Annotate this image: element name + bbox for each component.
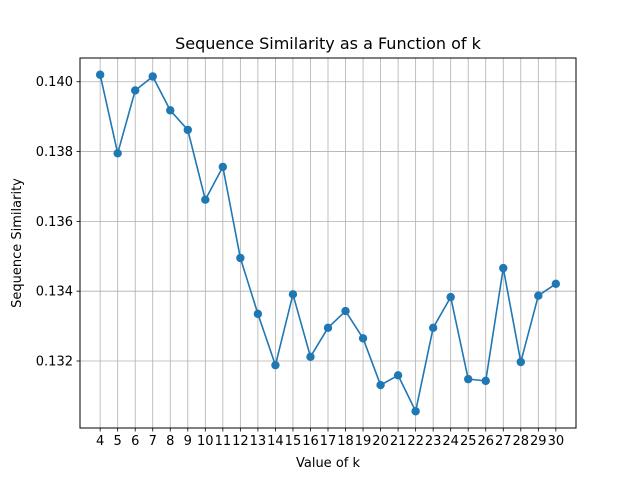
- data-point: [323, 323, 333, 333]
- x-tick-label: 22: [407, 434, 424, 449]
- grid: [80, 58, 576, 428]
- x-tick-label: 21: [390, 434, 407, 449]
- x-tick-label: 11: [215, 434, 232, 449]
- data-point: [95, 70, 105, 79]
- y-tick-label: 0.136: [36, 215, 73, 230]
- ticks: 4 5 6 7 8 9 10 11 12 13 14 15 16 17 18 19 20 21 22 23 24 25 26…: [36, 75, 564, 449]
- x-tick-label: 4: [96, 434, 104, 449]
- x-tick-label: 30: [548, 434, 565, 449]
- x-tick-label: 19: [355, 434, 372, 449]
- data-point: [411, 407, 420, 416]
- x-tick-label: 25: [460, 434, 477, 449]
- chart-title: Sequence Similarity as a Function of k: [175, 34, 482, 53]
- y-axis-label: Sequence Similarity: [10, 178, 25, 308]
- data-point: [166, 106, 175, 115]
- data-point: [218, 162, 228, 172]
- data-point: [358, 334, 368, 343]
- data-point: [271, 360, 280, 370]
- data-point: [428, 323, 438, 333]
- x-tick-label: 24: [442, 434, 459, 449]
- data-point: [393, 371, 403, 380]
- y-tick-label: 0.134: [36, 285, 73, 300]
- series-layer: [95, 70, 561, 416]
- data-point: [534, 291, 543, 300]
- x-tick-label: 27: [495, 434, 512, 449]
- x-tick-label: 12: [232, 434, 249, 449]
- x-tick-label: 5: [114, 434, 122, 449]
- x-tick-label: 26: [477, 434, 494, 449]
- data-point: [253, 309, 263, 319]
- data-point: [481, 376, 490, 386]
- y-tick-label: 0.132: [36, 354, 73, 369]
- data-point: [551, 279, 561, 289]
- x-tick-label: 6: [131, 434, 139, 449]
- data-point: [306, 352, 315, 361]
- data-point: [236, 253, 245, 263]
- x-tick-label: 29: [530, 434, 547, 449]
- x-tick-label: 7: [149, 434, 157, 449]
- data-point: [341, 306, 350, 316]
- x-tick-label: 17: [320, 434, 337, 449]
- x-tick-label: 9: [184, 434, 192, 449]
- x-axis-label: Value of k: [296, 456, 360, 471]
- y-tick-label: 0.138: [36, 145, 73, 160]
- data-point: [446, 292, 455, 302]
- data-point: [148, 72, 157, 81]
- x-tick-label: 14: [267, 434, 284, 449]
- x-tick-label: 28: [513, 434, 530, 449]
- y-tick-label: 0.140: [36, 75, 73, 90]
- data-point: [131, 86, 140, 95]
- x-tick-label: 13: [250, 434, 267, 449]
- x-tick-label: 10: [197, 434, 214, 449]
- data-point: [499, 263, 508, 273]
- x-tick-label: 20: [372, 434, 389, 449]
- data-point: [201, 195, 210, 204]
- x-tick-label: 18: [337, 434, 354, 449]
- x-tick-label: 23: [425, 434, 442, 449]
- data-point: [288, 290, 298, 299]
- x-tick-label: 16: [302, 434, 319, 449]
- data-point: [516, 357, 525, 367]
- data-point: [376, 380, 385, 390]
- data-point: [464, 374, 473, 384]
- data-point: [113, 149, 122, 158]
- x-tick-label: 8: [166, 434, 174, 449]
- data-point: [183, 125, 192, 135]
- x-tick-label: 15: [285, 434, 302, 449]
